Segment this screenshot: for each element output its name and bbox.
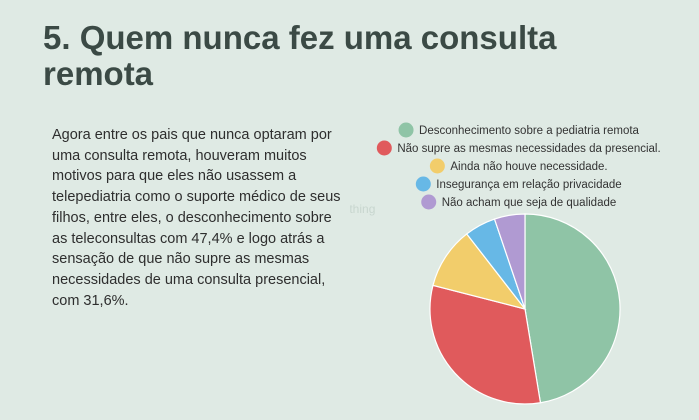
legend-item-5: Não acham que seja de qualidade xyxy=(421,194,617,210)
legend-item-2: Não supre as mesmas necessidades da pres… xyxy=(376,140,661,156)
legend-item-3: Ainda não houve necessidade. xyxy=(429,158,608,174)
legend-marker xyxy=(429,158,445,174)
pie-slices xyxy=(429,213,621,405)
legend-label: Ainda não houve necessidade. xyxy=(450,161,607,173)
legend-label: Não supre as mesmas necessidades da pres… xyxy=(397,143,660,155)
legend-marker xyxy=(415,176,431,192)
pie-slice-1 xyxy=(524,213,621,404)
legend-label: Desconhecimento sobre a pediatria remota xyxy=(419,125,640,137)
legend-marker xyxy=(398,122,414,138)
legend-item-1: Desconhecimento sobre a pediatria remota xyxy=(398,122,640,138)
slide-body-text: Agora entre os pais que nunca optaram po… xyxy=(52,127,341,309)
legend-label: Não acham que seja de qualidade xyxy=(442,197,617,209)
pie-slice-2 xyxy=(429,284,542,405)
legend-label: Insegurança em relação privacidade xyxy=(436,179,621,191)
pie-slice-5 xyxy=(493,213,526,310)
legend-marker xyxy=(376,140,392,156)
watermark-text: something xyxy=(350,202,375,216)
chart-legend: Desconhecimento sobre a pediatria remota… xyxy=(376,122,661,210)
legend-item-4: Insegurança em relação privacidade xyxy=(415,176,622,192)
slide-title: 5. Quem nunca fez uma consulta remota xyxy=(43,19,557,92)
legend-marker xyxy=(421,194,437,210)
pie-chart: something Desconhecimento sobre a pediat… xyxy=(350,122,661,405)
